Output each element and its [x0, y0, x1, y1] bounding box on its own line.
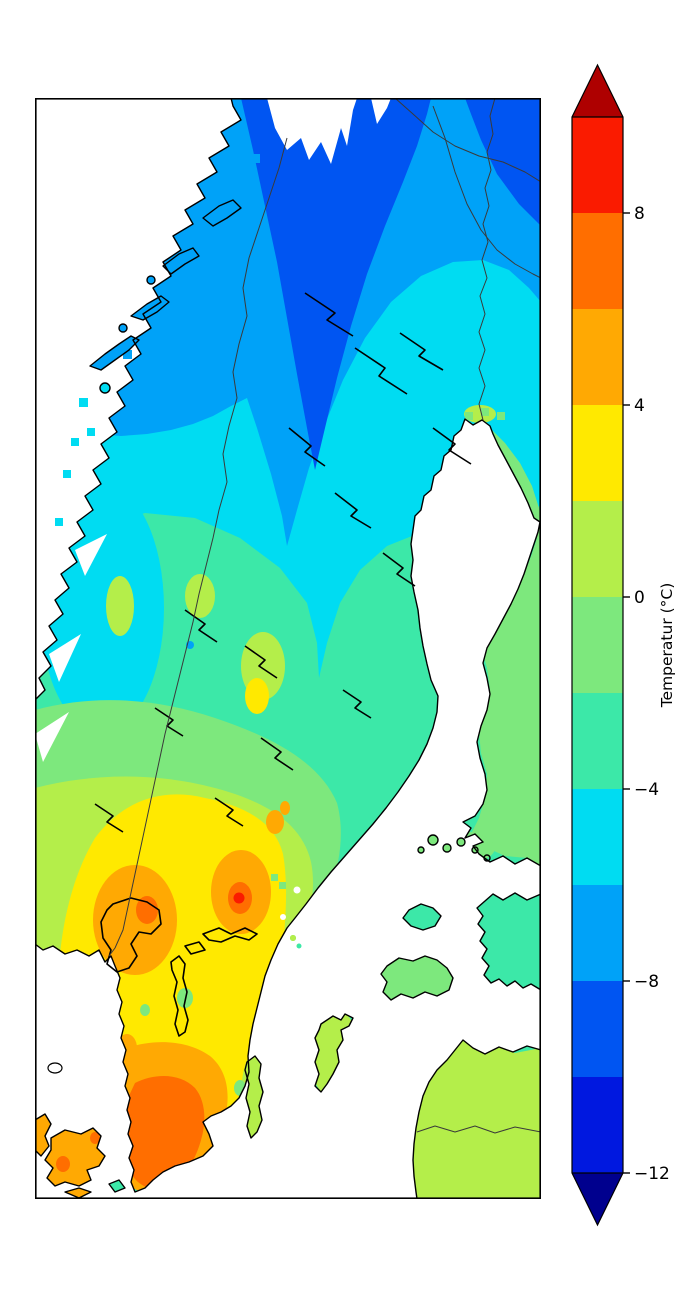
lake-malaren — [202, 927, 258, 943]
colorbar-band — [572, 1077, 623, 1173]
contour-yg-patch — [185, 574, 215, 618]
colorbar-band — [572, 117, 623, 213]
border-norway-sweden — [108, 137, 288, 957]
colorbar-band — [572, 213, 623, 309]
lake-outlines — [94, 292, 472, 1037]
tick-label: 8 — [634, 204, 645, 224]
colorbar-bands — [572, 65, 623, 1225]
colorbar-title: Temperatur (°C) — [658, 583, 676, 709]
tick-label: 4 — [634, 396, 645, 416]
nodata-islet — [47, 1062, 63, 1074]
border-latvia-lithuania — [416, 1125, 541, 1134]
tick-label: −12 — [634, 1164, 670, 1184]
contour-deeporange-skane — [122, 1076, 205, 1190]
contour-red-core — [233, 892, 245, 904]
fjord-gaps — [35, 98, 391, 762]
contour-deeporange-spot — [56, 1156, 70, 1172]
colorbar-band — [572, 789, 623, 885]
nodata-dot — [280, 914, 286, 920]
colorbar-under-arrow — [572, 1173, 623, 1225]
colorbar-over-arrow — [572, 65, 623, 117]
contour-deeporange-core — [136, 896, 158, 924]
contour-green-patch — [140, 1004, 150, 1016]
contour-deeporange-spot — [90, 1132, 100, 1144]
lake-vanern — [100, 897, 162, 973]
contour-cyan-tongue — [321, 514, 349, 562]
colorbar-tick-marks — [623, 212, 630, 1174]
colorbar-band — [572, 885, 623, 981]
contour-band-deepblue — [241, 98, 431, 470]
contour-latvia-fill — [413, 1038, 541, 1199]
tick-label: −8 — [634, 972, 659, 992]
colorbar-band — [572, 309, 623, 405]
nodata-dot — [293, 886, 301, 894]
coastlines — [35, 98, 541, 1199]
border-finland-russia — [432, 105, 541, 279]
contour-orange-spot — [280, 801, 290, 815]
contour-finland-strip — [471, 428, 541, 866]
colorbar-band — [572, 405, 623, 501]
coastal-pixel-blocks — [55, 154, 505, 889]
border-norway-finland — [394, 98, 541, 183]
colorbar-band — [572, 693, 623, 789]
colorbar-band — [572, 597, 623, 693]
tick-label: −4 — [634, 780, 659, 800]
colorbar-band — [572, 501, 623, 597]
border-sweden-finland — [478, 98, 496, 421]
contour-yellow-spot — [245, 678, 269, 714]
lake-vattern — [170, 955, 189, 1037]
tick-label: 0 — [634, 588, 645, 608]
colorbar-tick-labels: 8 4 0 −4 −8 −12 — [634, 204, 670, 1184]
colorbar: 8 4 0 −4 −8 −12 Temperatur (°C) — [571, 63, 676, 1227]
contour-orange-spot — [266, 810, 284, 834]
map-frame — [35, 98, 541, 1199]
country-borders — [108, 98, 541, 1134]
scandinavia-map-panel — [35, 98, 541, 1199]
colorbar-band — [572, 981, 623, 1077]
contour-orange-vanern — [93, 865, 177, 975]
contour-yg-patch — [106, 576, 134, 636]
offshore-islands — [90, 200, 241, 393]
